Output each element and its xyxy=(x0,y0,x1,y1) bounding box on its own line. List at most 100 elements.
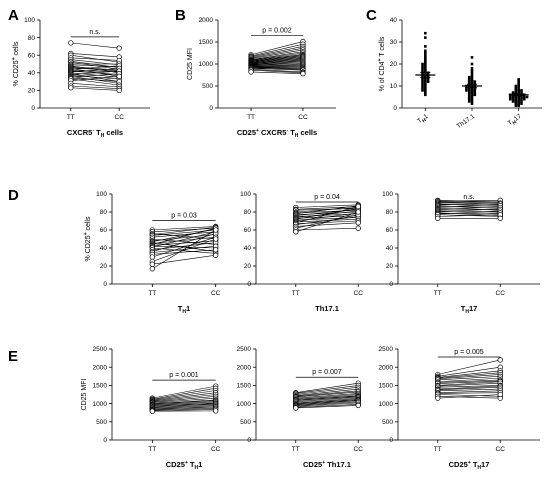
x-tick-label: TT xyxy=(292,290,300,297)
data-point xyxy=(520,95,523,99)
data-point xyxy=(424,82,427,86)
label-part: H xyxy=(194,465,198,471)
data-point xyxy=(467,97,471,101)
pair-line xyxy=(152,399,216,404)
y-tick-label: 40 xyxy=(386,245,394,252)
pair-line xyxy=(70,75,120,80)
data-point xyxy=(497,357,503,363)
label-part: CD25 xyxy=(237,128,256,137)
y-axis-title: % of CD4+ T cells xyxy=(377,36,386,91)
pair-line xyxy=(251,57,303,63)
y-tick-label: 80 xyxy=(100,209,108,216)
x-tick-label: TH17 xyxy=(507,113,525,129)
data-point xyxy=(470,93,474,97)
y-axis-title: % CD25+ cells xyxy=(11,41,20,86)
data-point xyxy=(514,100,518,103)
label-part: H xyxy=(512,119,519,126)
pair-line xyxy=(295,393,359,399)
x-tick-label: CC xyxy=(496,290,506,297)
pair-line xyxy=(437,390,501,393)
pair-line xyxy=(295,391,359,398)
data-point xyxy=(465,89,468,92)
pair-line xyxy=(437,377,501,383)
data-point xyxy=(467,89,471,92)
data-point xyxy=(470,97,474,101)
label-part: H xyxy=(465,309,469,315)
label-part: + xyxy=(377,58,383,61)
y-tick-label: 40 xyxy=(390,17,398,24)
pair-line xyxy=(437,382,501,387)
pair-line xyxy=(250,47,304,59)
y-tick-label: 1000 xyxy=(379,401,394,408)
data-point xyxy=(520,97,523,101)
data-point xyxy=(424,67,427,70)
y-tick-label: 10 xyxy=(390,83,398,90)
data-point xyxy=(149,254,155,260)
data-point xyxy=(522,95,526,99)
data-point xyxy=(426,80,430,83)
label-part: H xyxy=(421,117,428,124)
pair-line xyxy=(437,388,501,392)
data-point xyxy=(424,60,427,64)
x-tick-label: TT xyxy=(434,290,442,297)
pair-line xyxy=(295,396,359,403)
pair-line xyxy=(295,388,359,396)
data-point xyxy=(520,102,523,105)
pair-line xyxy=(295,211,359,233)
pair-line xyxy=(70,77,120,82)
data-point xyxy=(517,104,520,108)
pair-line xyxy=(295,402,359,407)
label-part: % CD25 xyxy=(85,235,92,261)
pair-line xyxy=(295,404,359,408)
pair-line xyxy=(250,41,304,56)
y-tick-label: 30 xyxy=(390,39,398,46)
data-point xyxy=(473,80,477,83)
label-part: 17 xyxy=(481,460,489,469)
data-point xyxy=(470,78,474,81)
x-axis-title: CXCR5- TH cells xyxy=(67,128,123,139)
data-point xyxy=(497,215,503,221)
pair-line xyxy=(295,210,359,218)
data-point xyxy=(514,84,518,88)
data-point xyxy=(424,80,427,83)
y-tick-label: 60 xyxy=(386,227,394,234)
pair-line xyxy=(70,76,120,82)
data-point xyxy=(467,95,471,99)
y-tick-label: 80 xyxy=(28,35,36,42)
pair-line xyxy=(152,396,216,403)
label-part: Th17.1 xyxy=(456,113,477,131)
y-tick-label: 20 xyxy=(390,61,398,68)
data-point xyxy=(421,64,424,68)
label-part: T xyxy=(416,117,423,125)
pair-line xyxy=(250,46,304,58)
data-point xyxy=(517,78,520,81)
pair-line xyxy=(437,214,501,217)
data-point xyxy=(514,91,518,94)
pair-line xyxy=(70,53,120,58)
data-point xyxy=(213,252,219,258)
pair-line xyxy=(437,374,501,380)
y-tick-label: 2000 xyxy=(199,17,214,24)
data-point xyxy=(470,69,474,72)
pair-line xyxy=(437,380,501,384)
label-part: CD25 xyxy=(303,460,322,469)
pair-line xyxy=(437,381,501,386)
label-part: + xyxy=(256,128,259,134)
y-axis-title: CD25 MFI xyxy=(187,48,194,80)
pair-line xyxy=(295,398,359,404)
data-point xyxy=(470,95,474,99)
data-point xyxy=(517,86,520,90)
pair-line xyxy=(152,402,216,407)
pair-line xyxy=(152,390,216,401)
pair-line xyxy=(251,68,303,71)
pair-line xyxy=(251,59,303,64)
data-point xyxy=(473,93,477,97)
pair-line xyxy=(152,404,216,408)
x-tick-label: CC xyxy=(496,446,506,453)
pair-line xyxy=(295,208,359,211)
pair-line xyxy=(70,54,120,63)
label-part: T xyxy=(507,119,514,127)
label-part: cells xyxy=(85,216,92,232)
y-tick-label: 100 xyxy=(240,191,251,198)
label-part: - xyxy=(92,128,94,134)
